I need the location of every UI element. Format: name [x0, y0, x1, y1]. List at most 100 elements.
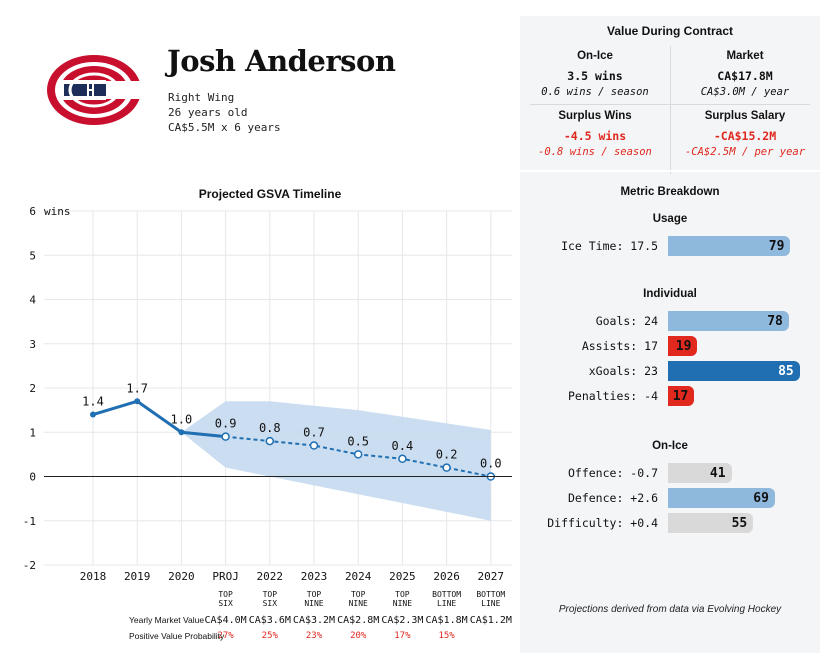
y-tick-label: 1	[29, 426, 36, 439]
line-role-label: NINE	[349, 599, 368, 608]
metric-label: Offence: -0.7	[567, 466, 658, 480]
metrics-title: Metric Breakdown	[620, 186, 720, 198]
value-title: Value During Contract	[606, 24, 734, 38]
cell-title: On-Ice	[577, 50, 613, 62]
chart-title: Projected GSVA Timeline	[198, 187, 342, 201]
surplus-wins-cell: Surplus Wins -4.5 wins -0.8 wins / seaso…	[520, 110, 670, 158]
x-tick-label: 2027	[478, 570, 505, 583]
on-ice-cell: On-Ice 3.5 wins 0.6 wins / season	[520, 50, 670, 98]
line-role-label: TOP	[351, 590, 366, 599]
data-label: 1.0	[171, 412, 193, 426]
x-tick-label: 2019	[124, 570, 151, 583]
metric-label: Difficulty: +0.4	[547, 516, 658, 530]
metric-bar	[668, 386, 695, 406]
y-tick-label: -2	[23, 559, 36, 572]
data-label: 1.7	[126, 381, 148, 395]
line-role-label: NINE	[393, 599, 412, 608]
value-probability: 27%	[217, 631, 234, 641]
market-value: CA$3.6M	[249, 615, 291, 626]
cell-title: Surplus Wins	[558, 110, 632, 122]
surplus-salary-cell: Surplus Salary -CA$15.2M -CA$2.5M / per …	[670, 110, 820, 158]
metric-bar	[668, 488, 775, 508]
data-label: 0.4	[392, 439, 414, 453]
metric-group-title: On-Ice	[652, 440, 688, 452]
metric-value: 41	[709, 466, 726, 481]
cell-title: Market	[726, 50, 764, 62]
line-role-label: BOTTOM	[432, 590, 461, 599]
data-point	[398, 454, 407, 464]
metric-bar	[668, 336, 698, 356]
team-logo	[46, 54, 142, 126]
data-point	[178, 429, 185, 436]
line-role-label: TOP	[263, 590, 278, 599]
line-role-label: LINE	[481, 599, 500, 608]
metric-label: Assists: 17	[581, 339, 658, 353]
data-point	[442, 463, 451, 472]
x-tick-label: 2025	[389, 570, 416, 583]
line-role-label: NINE	[304, 599, 323, 608]
data-label: 0.7	[303, 426, 325, 440]
market-value: CA$1.8M	[426, 615, 468, 626]
data-label: 0.8	[259, 421, 281, 435]
value-probability: 23%	[306, 631, 323, 641]
line-role-label: SIX	[218, 599, 233, 608]
data-point	[90, 411, 96, 418]
metric-label: xGoals: 23	[588, 364, 658, 378]
projection-band	[181, 401, 491, 521]
metric-group-title: Individual	[643, 288, 697, 300]
metric-label: Goals: 24	[595, 314, 658, 328]
player-contract: CA$5.5M x 6 years	[168, 121, 281, 134]
metric-value: 19	[675, 339, 692, 354]
market-row-label: Yearly Market Value	[129, 615, 205, 625]
metric-value: 85	[778, 364, 794, 379]
data-label: 0.5	[347, 434, 369, 448]
line-role-label: TOP	[307, 590, 322, 599]
cell-value: CA$17.8M	[717, 69, 773, 83]
x-tick-label: PROJ	[212, 570, 239, 583]
source-note: Projections derived from data via Evolvi…	[558, 604, 782, 615]
market-value: CA$2.8M	[337, 615, 379, 626]
section-divider	[520, 170, 820, 172]
cell-value: -CA$15.2M	[713, 129, 777, 143]
x-tick-label: 2023	[301, 570, 328, 583]
metric-label: Penalties: -4	[567, 389, 658, 403]
line-role-label: TOP	[395, 590, 410, 599]
player-position: Right Wing	[168, 91, 235, 104]
y-tick-label: 6	[29, 205, 36, 218]
market-value: CA$2.3M	[381, 615, 423, 626]
data-point	[134, 398, 141, 405]
x-tick-label: 2022	[257, 570, 284, 583]
probability-row-label: Positive Value Probability	[129, 631, 225, 641]
cell-sub: -CA$2.5M / per year	[684, 146, 806, 158]
cell-sub: CA$3.0M / year	[700, 86, 790, 98]
y-axis-unit: wins	[44, 205, 71, 218]
gsva-chart: 1.4 1.7 1.0 0.9 0.8 0.7 0.5 0.4 0.2 0.0 6 5 4 3 2 1 0 -1…	[23, 205, 512, 641]
metric-bar	[668, 463, 732, 483]
value-probability: 15%	[438, 631, 455, 641]
cell-value: 3.5 wins	[567, 69, 623, 83]
data-point	[353, 450, 363, 459]
y-tick-label: 0	[29, 471, 36, 484]
data-label: 1.4	[82, 395, 104, 409]
metric-value: 17	[672, 389, 689, 404]
metric-value: 78	[767, 314, 783, 329]
data-label: 0.2	[436, 448, 458, 462]
line-role-label: LINE	[437, 599, 456, 608]
y-tick-label: 5	[29, 249, 36, 262]
divider	[670, 46, 671, 174]
cell-sub: 0.6 wins / season	[541, 86, 649, 98]
y-tick-label: 2	[29, 382, 36, 395]
data-label: 0.9	[215, 417, 237, 431]
metric-bar	[668, 236, 791, 256]
metric-group-title: Usage	[652, 213, 688, 225]
x-tick-label: 2020	[168, 570, 195, 583]
value-probability: 17%	[394, 631, 411, 641]
data-label: 0.0	[480, 457, 502, 471]
line-role-label: BOTTOM	[476, 590, 505, 599]
x-tick-label: 2024	[345, 570, 372, 583]
value-probability: 20%	[350, 631, 367, 641]
cell-value: -4.5 wins	[563, 129, 627, 143]
metric-value: 69	[753, 491, 769, 506]
market-cell: Market CA$17.8M CA$3.0M / year	[670, 50, 820, 98]
metric-label: Defence: +2.6	[567, 491, 658, 505]
